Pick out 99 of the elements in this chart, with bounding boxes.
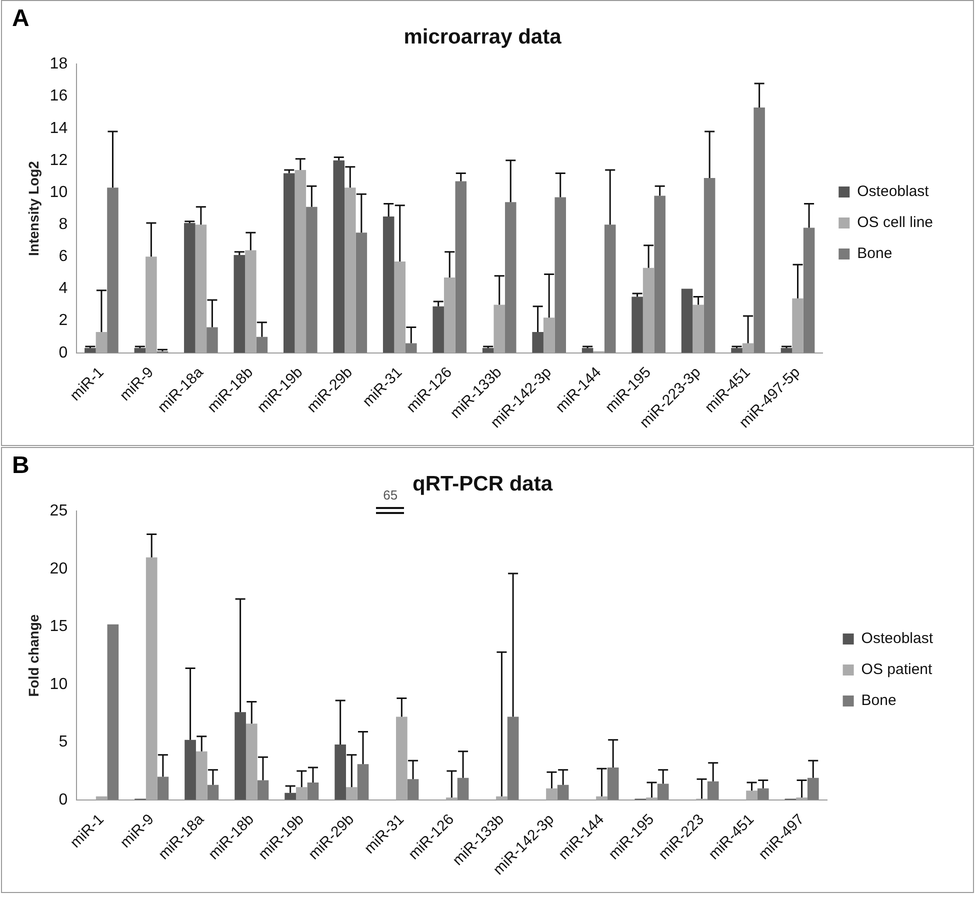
y-tick-label: 8 <box>58 216 68 233</box>
bar <box>807 778 819 800</box>
bar <box>746 790 758 800</box>
legend-label: Osteoblast <box>857 183 930 200</box>
bar <box>333 160 345 353</box>
bar <box>245 250 256 353</box>
bar <box>704 178 716 353</box>
bar <box>394 261 406 353</box>
bar <box>604 224 616 353</box>
bar <box>284 173 295 353</box>
bar <box>406 343 417 353</box>
bar <box>107 624 119 800</box>
bar <box>334 744 346 800</box>
bar <box>557 784 569 800</box>
bar <box>307 782 319 800</box>
bar <box>96 332 108 353</box>
bar <box>482 348 494 353</box>
legend-label: OS cell line <box>857 214 934 232</box>
bar <box>543 318 555 353</box>
bar <box>396 716 408 800</box>
bar <box>184 740 196 800</box>
bar <box>146 557 158 800</box>
bar <box>256 336 268 353</box>
y-tick-label: 15 <box>50 618 68 636</box>
text: 65 <box>383 487 398 502</box>
text: B <box>12 452 30 480</box>
bar <box>507 716 519 800</box>
bar <box>195 224 207 353</box>
bar <box>344 188 356 353</box>
bar <box>546 788 558 800</box>
bar <box>246 724 258 800</box>
bar <box>792 298 804 353</box>
y-tick-label: 4 <box>58 280 68 298</box>
bar <box>407 779 419 800</box>
bar <box>692 304 704 353</box>
bar <box>206 327 218 353</box>
bar <box>157 776 169 800</box>
y-tick-label: 6 <box>58 248 68 266</box>
y-tick-label: 0 <box>58 791 68 808</box>
y-tick-label: 5 <box>58 734 68 751</box>
y-tick-label: 10 <box>50 676 68 693</box>
y-tick-label: 18 <box>50 56 68 73</box>
bar <box>457 778 469 800</box>
bar <box>742 343 754 353</box>
bar <box>455 181 467 353</box>
legend-label: Bone <box>861 692 896 710</box>
legend-label: Bone <box>857 245 892 262</box>
chart-title: qRT-PCR data <box>412 472 553 496</box>
y-tick-label: 14 <box>50 120 68 137</box>
bar <box>234 255 246 353</box>
bar <box>754 108 765 353</box>
bar <box>184 222 196 353</box>
bar <box>284 792 296 800</box>
y-tick-label: 12 <box>50 152 68 169</box>
bar <box>607 768 619 800</box>
bar <box>444 277 456 353</box>
y-tick-label: 2 <box>58 312 68 330</box>
bar <box>657 784 669 800</box>
bar <box>306 206 318 353</box>
bar <box>554 197 566 353</box>
bar <box>654 196 666 353</box>
bar <box>731 348 742 353</box>
bar <box>582 348 594 353</box>
bar <box>757 788 769 800</box>
legend-label: OS patient <box>861 661 934 678</box>
y-tick-label: 10 <box>50 184 68 201</box>
y-tick-label: 0 <box>58 344 68 362</box>
text: A <box>12 5 30 33</box>
bar <box>432 306 444 353</box>
y-tick-label: 25 <box>50 502 68 520</box>
bar <box>234 712 246 800</box>
chart-title: microarray data <box>404 25 562 48</box>
bar <box>780 348 792 353</box>
bar <box>207 784 219 800</box>
y-tick-label: 20 <box>50 560 68 578</box>
legend-label: Osteoblast <box>861 630 934 648</box>
bar <box>681 288 693 353</box>
bar <box>504 202 516 353</box>
bar <box>803 228 815 353</box>
bar <box>642 268 654 353</box>
bar <box>382 216 394 353</box>
y-axis-title: Fold change <box>25 614 42 697</box>
bar <box>196 751 208 800</box>
bar <box>532 332 544 353</box>
bar <box>296 787 308 800</box>
y-axis-title: Intensity Log2 <box>25 160 42 256</box>
bar <box>84 348 96 353</box>
bar <box>632 296 643 353</box>
bar <box>146 256 157 353</box>
bar <box>346 787 358 800</box>
bar <box>107 188 118 353</box>
bar <box>257 780 269 800</box>
bar <box>134 348 146 353</box>
bar <box>294 170 306 353</box>
bar <box>707 781 719 800</box>
bar <box>494 304 505 353</box>
y-tick-label: 16 <box>50 88 68 105</box>
bar <box>357 764 369 800</box>
bar <box>356 232 368 353</box>
